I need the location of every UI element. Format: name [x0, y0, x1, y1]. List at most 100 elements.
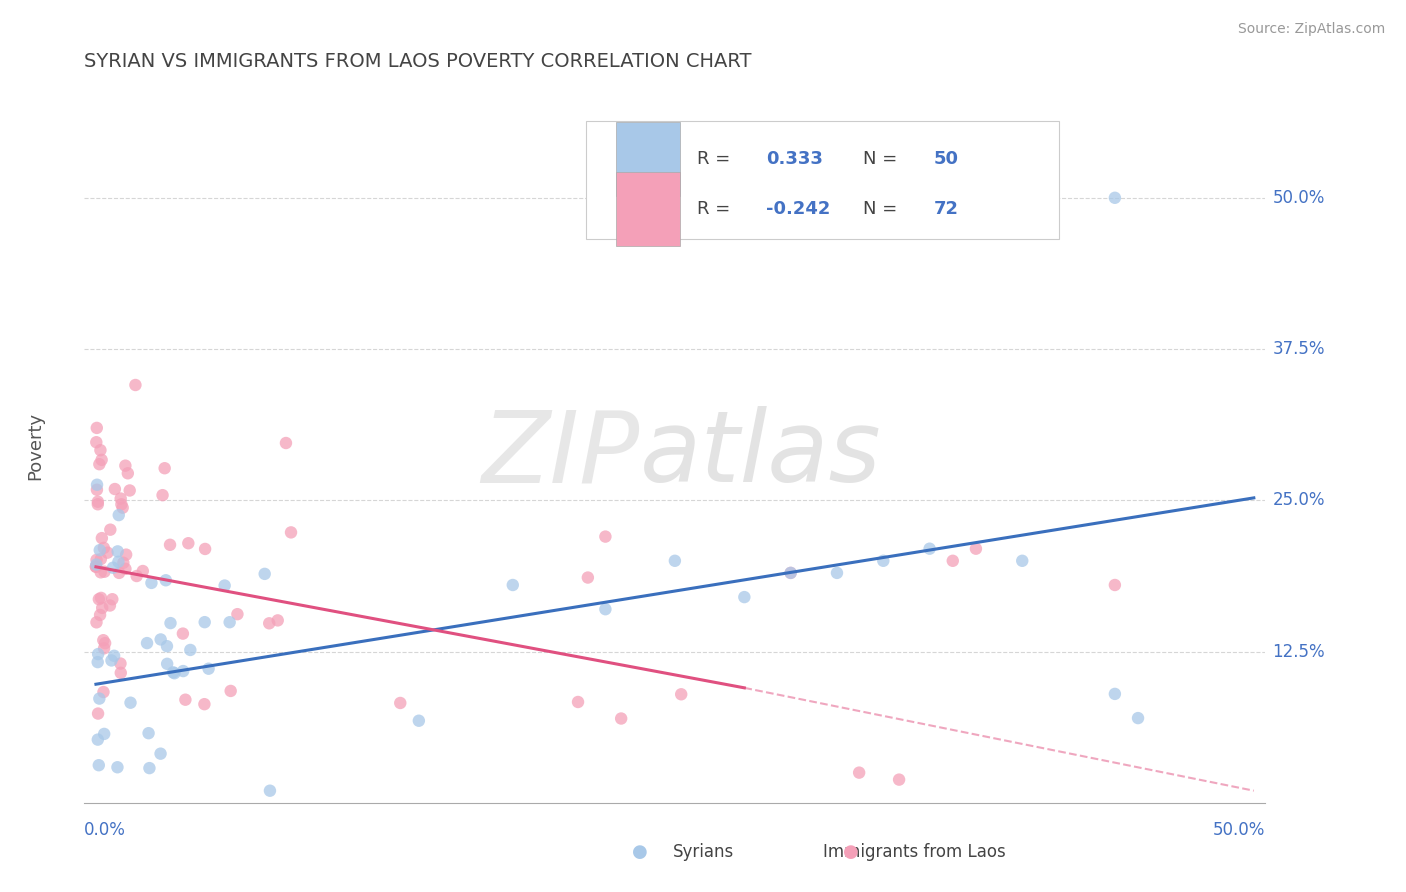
- Point: [197, 662, 219, 676]
- Point: [159, 538, 181, 552]
- Point: [280, 525, 302, 540]
- Point: [848, 765, 870, 780]
- Point: [163, 666, 186, 681]
- Point: [872, 554, 894, 568]
- Point: [86, 655, 108, 669]
- Text: ZIP: ZIP: [481, 407, 640, 503]
- Text: 25.0%: 25.0%: [1272, 491, 1324, 509]
- Point: [153, 461, 176, 475]
- Point: [779, 566, 801, 580]
- Point: [87, 706, 110, 721]
- Point: [84, 559, 107, 574]
- Point: [107, 544, 129, 558]
- Point: [132, 564, 155, 578]
- Point: [107, 508, 129, 522]
- Point: [84, 559, 107, 574]
- Text: ●: ●: [842, 843, 859, 861]
- Point: [664, 554, 686, 568]
- Text: atlas: atlas: [640, 407, 882, 503]
- Point: [172, 664, 194, 678]
- Point: [110, 657, 132, 671]
- FancyBboxPatch shape: [616, 172, 679, 246]
- Point: [259, 783, 281, 797]
- Point: [1104, 191, 1126, 205]
- Point: [610, 712, 633, 726]
- Point: [152, 488, 174, 502]
- Point: [110, 491, 132, 506]
- Point: [86, 477, 108, 491]
- Text: SYRIAN VS IMMIGRANTS FROM LAOS POVERTY CORRELATION CHART: SYRIAN VS IMMIGRANTS FROM LAOS POVERTY C…: [84, 53, 752, 71]
- Point: [86, 553, 108, 567]
- Point: [114, 458, 136, 473]
- Point: [408, 714, 430, 728]
- Point: [174, 692, 197, 706]
- FancyBboxPatch shape: [616, 122, 679, 196]
- Point: [159, 616, 181, 631]
- Text: R =: R =: [697, 201, 737, 219]
- Text: ●: ●: [631, 843, 648, 861]
- Point: [103, 648, 125, 663]
- Point: [89, 691, 111, 706]
- Text: R =: R =: [697, 150, 737, 169]
- Text: 12.5%: 12.5%: [1272, 642, 1324, 661]
- Point: [669, 687, 692, 701]
- Point: [118, 483, 141, 498]
- Point: [111, 500, 134, 515]
- Point: [156, 657, 179, 671]
- Point: [98, 599, 121, 613]
- Point: [149, 632, 172, 647]
- Point: [219, 684, 242, 698]
- Point: [1104, 687, 1126, 701]
- Point: [112, 556, 135, 570]
- Point: [179, 643, 201, 657]
- Point: [887, 772, 910, 787]
- Point: [107, 555, 129, 569]
- Point: [86, 483, 108, 497]
- Point: [267, 614, 290, 628]
- Point: [86, 421, 108, 435]
- Point: [87, 497, 110, 511]
- Point: [84, 558, 107, 572]
- Text: 37.5%: 37.5%: [1272, 340, 1324, 358]
- Text: 50.0%: 50.0%: [1213, 821, 1265, 838]
- Point: [93, 565, 115, 579]
- Point: [90, 552, 112, 566]
- Point: [138, 761, 160, 775]
- Point: [89, 443, 111, 458]
- Text: Immigrants from Laos: Immigrants from Laos: [823, 843, 1005, 861]
- Point: [567, 695, 589, 709]
- Text: 50: 50: [934, 150, 959, 169]
- Point: [87, 732, 110, 747]
- Point: [193, 697, 215, 711]
- Point: [389, 696, 412, 710]
- Text: N =: N =: [863, 201, 903, 219]
- Point: [90, 566, 112, 580]
- Text: Source: ZipAtlas.com: Source: ZipAtlas.com: [1237, 22, 1385, 37]
- Point: [214, 578, 236, 592]
- Point: [136, 636, 159, 650]
- Point: [101, 560, 124, 574]
- Point: [90, 591, 112, 605]
- Point: [576, 570, 599, 584]
- Point: [114, 562, 136, 576]
- Point: [965, 541, 987, 556]
- Point: [595, 530, 617, 544]
- Point: [93, 685, 115, 699]
- Point: [87, 647, 110, 661]
- Point: [177, 536, 200, 550]
- Point: [194, 615, 217, 629]
- Point: [104, 482, 127, 496]
- Point: [87, 494, 110, 508]
- Point: [93, 727, 115, 741]
- Point: [502, 578, 524, 592]
- Text: 0.333: 0.333: [766, 150, 823, 169]
- Point: [162, 665, 184, 680]
- Point: [595, 602, 617, 616]
- Point: [98, 523, 121, 537]
- Point: [918, 541, 941, 556]
- Point: [90, 453, 112, 467]
- Point: [117, 467, 139, 481]
- Point: [1011, 554, 1033, 568]
- Text: Poverty: Poverty: [27, 412, 44, 480]
- Point: [1104, 578, 1126, 592]
